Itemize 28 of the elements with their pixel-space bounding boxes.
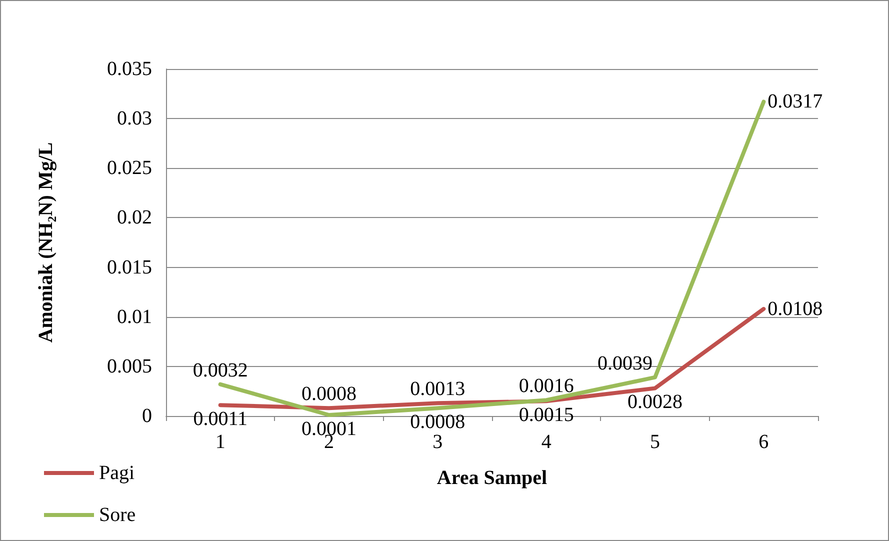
y-tick-label: 0.015	[107, 256, 152, 278]
y-axis-title: Amoniak (NH₂N) Mg/L	[35, 142, 57, 343]
x-tick-label: 4	[541, 431, 552, 453]
data-label: 0.0016	[518, 375, 574, 398]
data-label: 0.0317	[768, 90, 823, 113]
x-axis-title: Area Sampel	[436, 467, 548, 489]
x-tick-label: 1	[215, 431, 226, 453]
data-label: 0.0108	[768, 298, 823, 320]
data-label: 0.0032	[192, 359, 248, 382]
y-tick-label: 0.035	[107, 58, 152, 80]
y-tick-label: 0.025	[107, 157, 152, 180]
data-label: 0.0028	[628, 391, 682, 414]
data-label: 0.0008	[410, 411, 466, 434]
legend-label: Pagi	[99, 462, 135, 484]
data-label: 0.0039	[598, 352, 652, 374]
x-tick-label: 5	[650, 431, 660, 453]
legend-label: Sore	[99, 504, 136, 526]
data-label: 0.0008	[302, 383, 356, 406]
y-tick-label: 0	[142, 405, 152, 427]
data-label: 0.0015	[518, 404, 574, 426]
x-tick-label: 3	[432, 431, 443, 453]
y-tick-label: 0.02	[117, 206, 152, 229]
x-tick-label: 6	[758, 431, 769, 453]
y-tick-label: 0.01	[117, 306, 152, 328]
y-tick-label: 0.03	[117, 108, 152, 130]
data-label: 0.0011	[193, 408, 248, 430]
y-tick-label: 0.005	[107, 355, 152, 378]
data-label: 0.0013	[410, 378, 466, 400]
